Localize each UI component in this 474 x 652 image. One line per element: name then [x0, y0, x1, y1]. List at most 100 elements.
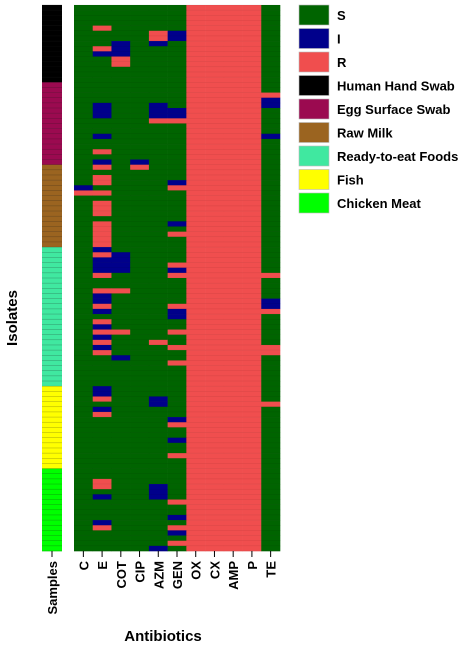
heatmap-cell-amp-r: [223, 288, 243, 294]
heatmap-cell-cot-s: [111, 226, 131, 232]
heatmap-cell-c-s: [74, 61, 94, 68]
heatmap-cell-c-s: [74, 484, 94, 490]
heatmap-cell-p-r: [242, 504, 262, 511]
heatmap-cell-c-s: [74, 314, 94, 320]
heatmap-cell-amp-r: [223, 535, 243, 541]
heatmap-cell-gen-s: [167, 427, 187, 433]
legend-key-fish: [298, 169, 330, 190]
heatmap-cell-cot-s: [111, 221, 131, 227]
heatmap-cell-ox-r: [186, 267, 206, 274]
heatmap-cell-ox-r: [186, 190, 206, 196]
heatmap-cell-te-s: [261, 329, 281, 335]
heatmap-cell-c-s: [74, 15, 94, 21]
heatmap-cell-azm-s: [148, 391, 168, 397]
heatmap-cell-azm-s: [148, 92, 168, 99]
sample-cell-chicken-meat: [42, 525, 62, 531]
heatmap-cell-e-i: [92, 344, 112, 351]
heatmap-cell-cip-s: [130, 20, 150, 26]
heatmap-cell-gen-s: [167, 324, 187, 330]
heatmap-cell-gen-s: [167, 216, 187, 222]
heatmap-cell-gen-s: [167, 66, 187, 73]
heatmap-cell-p-r: [242, 442, 262, 449]
heatmap-cell-p-r: [242, 159, 262, 165]
heatmap-cell-te-s: [261, 46, 281, 52]
heatmap-cell-cip-s: [130, 138, 150, 145]
heatmap-cell-ox-r: [186, 293, 206, 299]
heatmap-cell-cx-r: [205, 499, 225, 505]
heatmap-cell-e-s: [92, 489, 112, 495]
heatmap-cell-c-s: [74, 231, 94, 238]
x-tick-label-te: TE: [264, 561, 279, 578]
heatmap-cell-cx-r: [205, 535, 225, 541]
heatmap-cell-c-s: [74, 262, 94, 268]
heatmap-cell-p-r: [242, 514, 262, 521]
heatmap-cell-cot-s: [111, 149, 131, 155]
heatmap-cell-cip-s: [130, 241, 150, 248]
heatmap-cell-cip-s: [130, 520, 150, 526]
heatmap-cell-cip-s: [130, 298, 150, 305]
heatmap-cell-cip-s: [130, 463, 150, 469]
heatmap-cell-cx-r: [205, 257, 225, 263]
heatmap-cell-amp-r: [223, 308, 243, 315]
heatmap-cell-azm-s: [148, 447, 168, 454]
heatmap-cell-p-r: [242, 128, 262, 135]
heatmap-cell-gen-s: [167, 386, 187, 392]
sample-cell-ready-to-eat-foods: [42, 247, 62, 253]
heatmap-cell-e-s: [92, 370, 112, 377]
heatmap-cell-cot-s: [111, 278, 131, 284]
heatmap-cell-gen-s: [167, 401, 187, 408]
heatmap-cell-c-s: [74, 113, 94, 119]
heatmap-cell-te-s: [261, 257, 281, 263]
x-tick-label-samples: Samples: [45, 561, 60, 614]
heatmap-cell-cot-s: [111, 494, 131, 500]
heatmap-cell-ox-r: [186, 417, 206, 423]
heatmap-cell-p-r: [242, 154, 262, 160]
heatmap-cell-cot-s: [111, 422, 131, 428]
heatmap-cell-cip-s: [130, 499, 150, 505]
heatmap-cell-azm-s: [148, 453, 168, 459]
sample-cell-fish: [42, 437, 62, 444]
heatmap-cell-e-i: [92, 494, 112, 500]
heatmap-cell-e-i: [92, 257, 112, 263]
heatmap-cell-cx-r: [205, 247, 225, 253]
heatmap-cell-p-r: [242, 391, 262, 397]
heatmap-cell-c-s: [74, 339, 94, 346]
heatmap-cell-gen-s: [167, 489, 187, 495]
heatmap-cell-gen-s: [167, 478, 187, 485]
heatmap-cell-gen-s: [167, 82, 187, 88]
heatmap-cell-amp-r: [223, 185, 243, 191]
heatmap-cell-cip-s: [130, 174, 150, 181]
heatmap-cell-e-s: [92, 365, 112, 372]
heatmap-cell-e-r: [92, 484, 112, 490]
heatmap-cell-gen-i: [167, 417, 187, 423]
heatmap-cell-ox-r: [186, 46, 206, 52]
heatmap-cell-cip-s: [130, 535, 150, 541]
heatmap-cell-ox-r: [186, 138, 206, 145]
heatmap-cell-amp-r: [223, 5, 243, 11]
heatmap-cell-cx-r: [205, 365, 225, 372]
heatmap-cell-gen-s: [167, 468, 187, 475]
heatmap-cell-gen-s: [167, 51, 187, 57]
heatmap-cell-te-s: [261, 262, 281, 268]
heatmap-cell-te-s: [261, 504, 281, 511]
heatmap-cell-p-r: [242, 520, 262, 526]
heatmap-cell-ox-r: [186, 164, 206, 171]
heatmap-cell-c-s: [74, 226, 94, 232]
sample-cell-human-hand-swab: [42, 10, 62, 16]
heatmap-cell-ox-r: [186, 442, 206, 449]
sample-cell-ready-to-eat-foods: [42, 308, 62, 315]
heatmap-cell-azm-s: [148, 133, 168, 140]
heatmap-cell-cip-s: [130, 530, 150, 536]
heatmap-cell-p-r: [242, 180, 262, 186]
heatmap-cell-cx-r: [205, 545, 225, 552]
heatmap-cell-e-s: [92, 123, 112, 129]
heatmap-cell-cx-r: [205, 386, 225, 392]
heatmap-cell-te-s: [261, 216, 281, 222]
heatmap-cell-cip-s: [130, 15, 150, 21]
heatmap-cell-c-s: [74, 133, 94, 140]
heatmap-cell-ox-r: [186, 123, 206, 129]
heatmap-cell-te-s: [261, 406, 281, 413]
heatmap-cell-amp-r: [223, 87, 243, 93]
heatmap-cell-e-s: [92, 447, 112, 454]
heatmap-cell-te-s: [261, 417, 281, 423]
